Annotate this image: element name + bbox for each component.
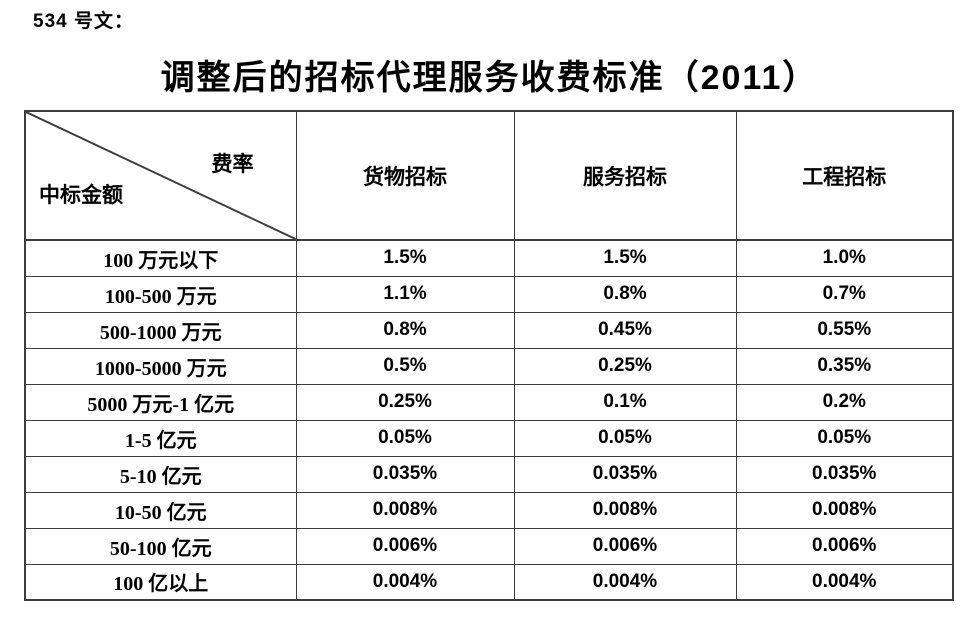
engineering-rate-cell: 0.2% <box>735 383 954 421</box>
amount-cell: 100 亿以上 <box>24 563 297 601</box>
corner-label-amount: 中标金额 <box>39 183 123 207</box>
goods-rate-cell: 0.006% <box>295 527 515 565</box>
service-rate-cell: 0.006% <box>513 527 737 565</box>
engineering-rate-cell: 1.0% <box>735 239 954 277</box>
amount-cell: 500-1000 万元 <box>24 311 297 349</box>
fee-rate-table: 费率 中标金额 货物招标 服务招标 工程招标 100 万元以下 1.5% 1.5… <box>24 110 954 601</box>
amount-cell: 5000 万元-1 亿元 <box>24 383 297 421</box>
goods-rate-cell: 1.5% <box>295 239 515 277</box>
engineering-rate-cell: 0.55% <box>735 311 954 349</box>
table-row: 100 亿以上 0.004% 0.004% 0.004% <box>24 563 954 601</box>
service-rate-cell: 0.45% <box>513 311 737 349</box>
engineering-rate-cell: 0.035% <box>735 455 954 493</box>
column-header-goods: 货物招标 <box>295 110 515 241</box>
amount-cell: 100 万元以下 <box>24 239 297 277</box>
corner-header-cell: 费率 中标金额 <box>24 110 297 241</box>
amount-cell: 1-5 亿元 <box>24 419 297 457</box>
page-title: 调整后的招标代理服务收费标准（2011） <box>160 59 819 97</box>
goods-rate-cell: 0.05% <box>295 419 515 457</box>
goods-rate-cell: 0.5% <box>295 347 515 385</box>
column-header-service: 服务招标 <box>513 110 737 241</box>
table-row: 50-100 亿元 0.006% 0.006% 0.006% <box>24 527 954 565</box>
service-rate-cell: 0.05% <box>513 419 737 457</box>
goods-rate-cell: 0.8% <box>295 311 515 349</box>
column-header-engineering: 工程招标 <box>735 110 954 241</box>
goods-rate-cell: 0.008% <box>295 491 515 529</box>
goods-rate-cell: 0.035% <box>295 455 515 493</box>
goods-rate-cell: 1.1% <box>295 275 515 313</box>
goods-rate-cell: 0.25% <box>295 383 515 421</box>
table-row: 5-10 亿元 0.035% 0.035% 0.035% <box>24 455 954 493</box>
doc-number-label: 534 号文： <box>33 11 134 32</box>
service-rate-cell: 0.8% <box>513 275 737 313</box>
engineering-rate-cell: 0.008% <box>735 491 954 529</box>
engineering-rate-cell: 0.05% <box>735 419 954 457</box>
amount-cell: 50-100 亿元 <box>24 527 297 565</box>
service-rate-cell: 0.035% <box>513 455 737 493</box>
table-row: 10-50 亿元 0.008% 0.008% 0.008% <box>24 491 954 529</box>
table-row: 1000-5000 万元 0.5% 0.25% 0.35% <box>24 347 954 385</box>
amount-cell: 10-50 亿元 <box>24 491 297 529</box>
amount-cell: 1000-5000 万元 <box>24 347 297 385</box>
engineering-rate-cell: 0.7% <box>735 275 954 313</box>
table-row: 100-500 万元 1.1% 0.8% 0.7% <box>24 275 954 313</box>
table-row: 5000 万元-1 亿元 0.25% 0.1% 0.2% <box>24 383 954 421</box>
engineering-rate-cell: 0.006% <box>735 527 954 565</box>
service-rate-cell: 0.25% <box>513 347 737 385</box>
table-row: 100 万元以下 1.5% 1.5% 1.0% <box>24 239 954 277</box>
table-row: 500-1000 万元 0.8% 0.45% 0.55% <box>24 311 954 349</box>
service-rate-cell: 0.1% <box>513 383 737 421</box>
service-rate-cell: 1.5% <box>513 239 737 277</box>
corner-label-rate: 费率 <box>211 152 254 176</box>
service-rate-cell: 0.004% <box>513 563 737 601</box>
diagonal-divider-line <box>26 112 295 238</box>
table-row: 1-5 亿元 0.05% 0.05% 0.05% <box>24 419 954 457</box>
service-rate-cell: 0.008% <box>513 491 737 529</box>
table-header-row: 费率 中标金额 货物招标 服务招标 工程招标 <box>24 110 954 241</box>
engineering-rate-cell: 0.35% <box>735 347 954 385</box>
amount-cell: 5-10 亿元 <box>24 455 297 493</box>
amount-cell: 100-500 万元 <box>24 275 297 313</box>
goods-rate-cell: 0.004% <box>295 563 515 601</box>
engineering-rate-cell: 0.004% <box>735 563 954 601</box>
